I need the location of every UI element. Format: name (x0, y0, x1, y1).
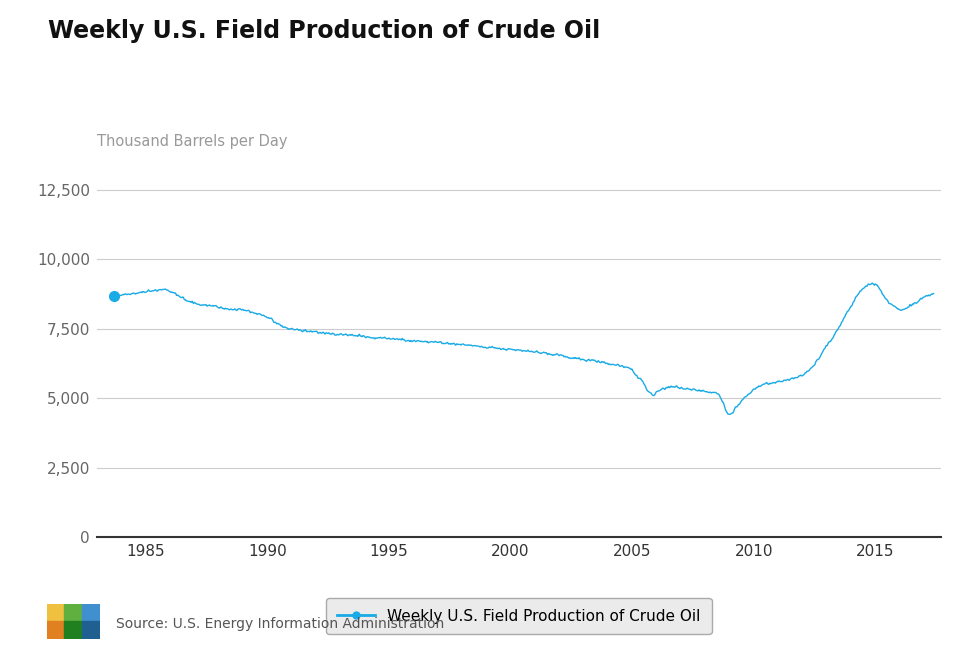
Bar (82, 621, 100, 639)
Legend: Weekly U.S. Field Production of Crude Oil: Weekly U.S. Field Production of Crude Oi… (326, 598, 711, 635)
Bar (47, 604, 64, 621)
Bar (47, 621, 64, 639)
Bar (82, 604, 100, 621)
Text: Source: U.S. Energy Information Administration: Source: U.S. Energy Information Administ… (116, 617, 444, 631)
Bar (64, 604, 82, 621)
Bar (64, 621, 82, 639)
Text: Weekly U.S. Field Production of Crude Oil: Weekly U.S. Field Production of Crude Oi… (48, 19, 600, 43)
Text: Thousand Barrels per Day: Thousand Barrels per Day (97, 134, 287, 149)
